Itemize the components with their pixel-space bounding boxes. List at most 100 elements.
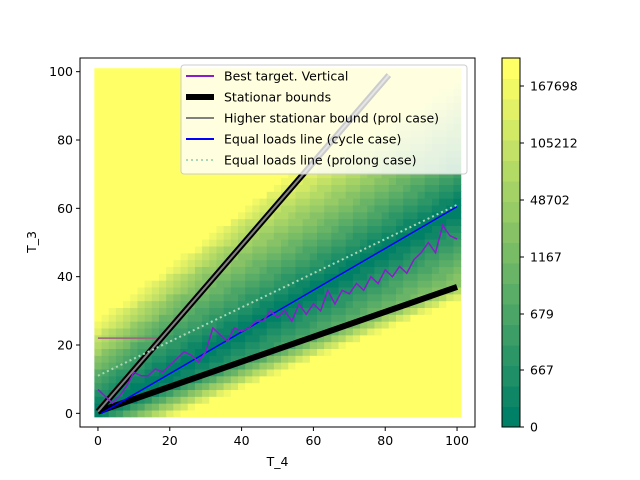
heatmap-cell bbox=[130, 300, 139, 309]
heatmap-cell bbox=[216, 245, 225, 254]
heatmap-cell bbox=[281, 334, 289, 343]
heatmap-cell bbox=[130, 307, 139, 315]
heatmap-cell bbox=[194, 362, 203, 370]
heatmap-cell bbox=[159, 396, 167, 404]
heatmap-cell bbox=[216, 177, 225, 186]
heatmap-cell bbox=[101, 362, 110, 370]
heatmap-cell bbox=[202, 396, 210, 404]
heatmap-cell bbox=[187, 211, 196, 220]
heatmap-cell bbox=[180, 204, 189, 213]
heatmap-cell bbox=[144, 245, 153, 254]
heatmap-cell bbox=[439, 280, 447, 288]
heatmap-cell bbox=[144, 68, 153, 76]
heatmap-cell bbox=[166, 293, 174, 302]
heatmap-cell bbox=[388, 341, 397, 350]
heatmap-cell bbox=[345, 211, 354, 220]
heatmap-cell bbox=[288, 218, 297, 227]
heatmap-cell bbox=[230, 375, 239, 384]
heatmap-cell bbox=[94, 218, 103, 227]
heatmap-cell bbox=[273, 409, 282, 418]
heatmap-cell bbox=[317, 177, 325, 186]
colorbar-segment bbox=[502, 160, 520, 182]
heatmap-cell bbox=[137, 307, 146, 315]
heatmap-cell bbox=[173, 396, 182, 404]
heatmap-cell bbox=[417, 286, 426, 295]
heatmap-cell bbox=[202, 307, 210, 315]
heatmap-cell bbox=[360, 403, 368, 411]
heatmap-cell bbox=[324, 293, 332, 302]
heatmap-cell bbox=[194, 273, 203, 281]
heatmap-cell bbox=[352, 204, 361, 213]
heatmap-cell bbox=[431, 225, 440, 233]
heatmap-cell bbox=[396, 389, 404, 397]
heatmap-cell bbox=[101, 102, 110, 110]
heatmap-cell bbox=[410, 321, 419, 329]
heatmap-cell bbox=[453, 232, 462, 240]
heatmap-cell bbox=[360, 259, 368, 268]
colorbar-tick-label: 105212 bbox=[530, 136, 578, 151]
heatmap-cell bbox=[381, 280, 390, 288]
heatmap-cell bbox=[202, 334, 210, 343]
heatmap-cell bbox=[338, 259, 347, 268]
heatmap-cell bbox=[374, 382, 383, 391]
heatmap-cell bbox=[166, 232, 174, 240]
heatmap-cell bbox=[317, 348, 325, 356]
heatmap-cell bbox=[288, 177, 297, 186]
heatmap-cell bbox=[144, 129, 153, 138]
heatmap-cell bbox=[144, 403, 153, 411]
heatmap-cell bbox=[424, 341, 433, 350]
heatmap-cell bbox=[309, 184, 318, 192]
heatmap-cell bbox=[223, 355, 232, 363]
heatmap-cell bbox=[137, 239, 146, 247]
heatmap-cell bbox=[108, 211, 117, 220]
heatmap-cell bbox=[410, 403, 419, 411]
heatmap-cell bbox=[295, 334, 304, 343]
heatmap-cell bbox=[367, 177, 376, 186]
heatmap-cell bbox=[338, 211, 347, 220]
heatmap-cell bbox=[166, 184, 174, 192]
heatmap-cell bbox=[137, 266, 146, 274]
heatmap-cell bbox=[273, 327, 282, 336]
heatmap-cell bbox=[123, 143, 131, 151]
heatmap-cell bbox=[259, 266, 268, 274]
heatmap-cell bbox=[94, 307, 103, 315]
heatmap-cell bbox=[101, 198, 110, 206]
heatmap-cell bbox=[187, 266, 196, 274]
heatmap-cell bbox=[281, 396, 289, 404]
heatmap-cell bbox=[194, 252, 203, 261]
heatmap-cell bbox=[374, 403, 383, 411]
heatmap-cell bbox=[123, 321, 131, 329]
heatmap-cell bbox=[144, 252, 153, 261]
heatmap-cell bbox=[352, 191, 361, 199]
heatmap-cell bbox=[166, 136, 174, 145]
heatmap-cell bbox=[302, 321, 311, 329]
heatmap-cell bbox=[324, 239, 332, 247]
heatmap-cell bbox=[144, 307, 153, 315]
heatmap-cell bbox=[187, 218, 196, 227]
heatmap-cell bbox=[216, 403, 225, 411]
heatmap-cell bbox=[151, 150, 160, 158]
heatmap-cell bbox=[331, 218, 340, 227]
heatmap-cell bbox=[101, 368, 110, 377]
heatmap-cell bbox=[352, 355, 361, 363]
heatmap-cell bbox=[173, 286, 182, 295]
heatmap-cell bbox=[187, 184, 196, 192]
heatmap-cell bbox=[101, 122, 110, 131]
heatmap-cell bbox=[173, 136, 182, 145]
heatmap-cell bbox=[115, 307, 124, 315]
heatmap-cell bbox=[431, 341, 440, 350]
heatmap-cell bbox=[396, 184, 404, 192]
heatmap-cell bbox=[345, 239, 354, 247]
heatmap-cell bbox=[159, 116, 167, 124]
heatmap-cell bbox=[396, 396, 404, 404]
heatmap-cell bbox=[94, 102, 103, 110]
heatmap-cell bbox=[424, 348, 433, 356]
heatmap-cell bbox=[266, 266, 275, 274]
heatmap-cell bbox=[216, 218, 225, 227]
heatmap-cell bbox=[115, 314, 124, 322]
heatmap-cell bbox=[159, 403, 167, 411]
heatmap-cell bbox=[439, 239, 447, 247]
heatmap-cell bbox=[396, 355, 404, 363]
heatmap-cell bbox=[144, 157, 153, 165]
heatmap-cell bbox=[446, 355, 455, 363]
